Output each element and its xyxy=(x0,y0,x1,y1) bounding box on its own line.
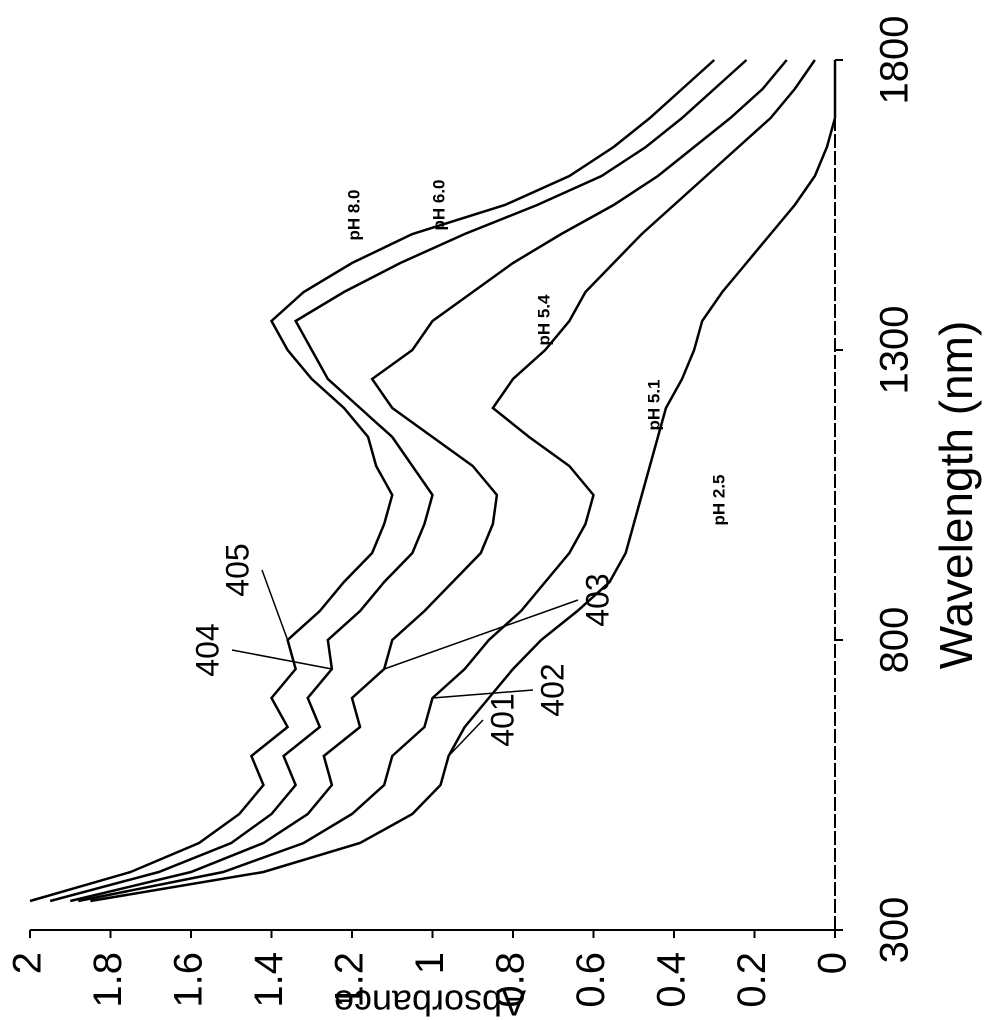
y-tick-label: 0.2 xyxy=(730,952,774,1008)
y-tick-label: 0.4 xyxy=(650,952,694,1008)
x-tick-label: 1300 xyxy=(873,306,917,395)
annotation: pH 2.5 xyxy=(709,474,728,525)
y-axis-title: Absorbance xyxy=(334,982,526,1020)
annotation: pH 5.1 xyxy=(644,379,663,430)
data-line xyxy=(90,60,837,903)
rotated-plot: Wavelength (nm) Absorbance 0 0.2 0.4 0.6 0.8… xyxy=(6,16,983,1020)
y-tick-label: 0.6 xyxy=(569,952,613,1008)
data-line xyxy=(49,59,748,903)
x-tick-label: 1800 xyxy=(873,16,917,105)
annotation: pH 8.0 xyxy=(344,189,363,240)
y-tick-label: 1.4 xyxy=(247,952,291,1008)
callout-leader xyxy=(432,689,534,699)
y-tick-label: 1.2 xyxy=(328,952,372,1008)
y-tick-label: 0 xyxy=(811,952,855,974)
callout-leader xyxy=(231,649,333,670)
data-line xyxy=(69,59,788,903)
series-label: 404 xyxy=(189,623,225,676)
callout-leader xyxy=(383,599,579,670)
x-tick-label: 800 xyxy=(873,607,917,674)
annotation: pH 6.0 xyxy=(429,179,448,230)
data-line xyxy=(29,59,716,903)
series-label: 402 xyxy=(534,663,570,716)
y-tick-label: 1 xyxy=(408,952,452,974)
annotation: pH 5.4 xyxy=(534,294,553,346)
series-label: 403 xyxy=(579,573,615,626)
y-tick-label: 1.8 xyxy=(86,952,130,1008)
series-label: 401 xyxy=(484,693,520,746)
y-tick-label: 0.8 xyxy=(489,952,533,1008)
callout-leader xyxy=(448,719,484,757)
callout-leader xyxy=(261,569,289,641)
y-tick-label: 1.6 xyxy=(167,952,211,1008)
y-tick-label: 2 xyxy=(6,952,50,974)
series-label: 405 xyxy=(219,543,255,596)
data-line xyxy=(78,59,816,903)
x-axis-title: Wavelength (nm) xyxy=(930,321,982,670)
x-tick-label: 300 xyxy=(873,897,917,964)
